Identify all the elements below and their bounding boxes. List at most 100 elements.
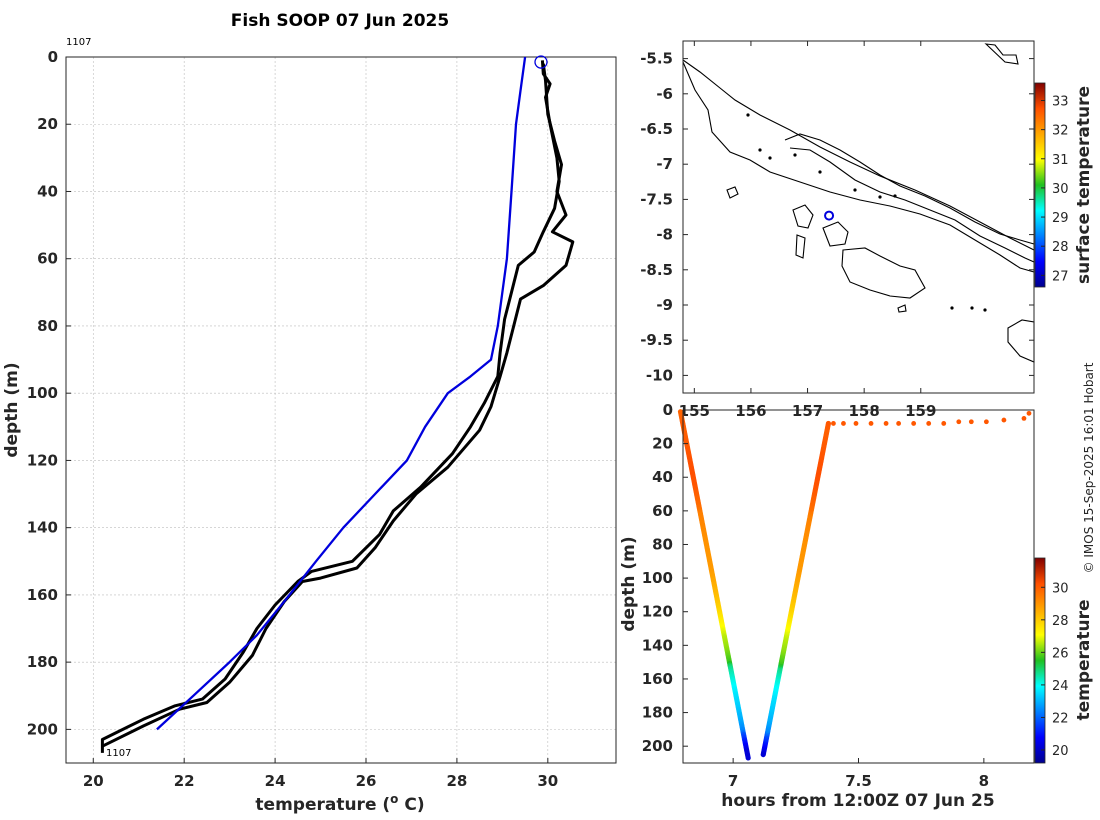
island-kolombangara: [792, 204, 814, 229]
scatter-y-tick-label: 60: [652, 502, 673, 520]
scatter-y-tick-label: 200: [642, 737, 673, 755]
islet: [818, 170, 822, 174]
profile-plot-frame: [65, 56, 617, 764]
map-plot-frame: [682, 40, 1035, 394]
map-y-tick-label: -9.5: [640, 331, 673, 349]
map-coastline: [682, 43, 1035, 363]
island-isabel-south: [841, 247, 926, 299]
profile-y-tick-label: 120: [27, 451, 58, 469]
surface-point: [853, 421, 859, 426]
map-x-tick-label: 157: [792, 402, 823, 420]
island-northeast: [984, 43, 1019, 65]
islet: [793, 153, 797, 157]
map-colorbar-ticks: 27 28 29 30 31 32 33: [1041, 94, 1069, 284]
map-y-tick-label: -8.5: [640, 261, 673, 279]
surface-point: [1001, 417, 1007, 423]
island-choiseul-outer: [784, 133, 1035, 245]
map-y-tick-label: -6.5: [640, 120, 673, 138]
islet: [950, 306, 954, 310]
map-ship-position-marker: [824, 210, 835, 221]
map-colorbar-tick-label: 33: [1052, 94, 1069, 109]
scatter-y-tick-label: 80: [652, 535, 673, 553]
scatter-colorbar-tick-label: 26: [1052, 646, 1069, 661]
islet: [746, 113, 750, 117]
scatter-y-tick-label: 40: [652, 468, 673, 486]
coast-north-outer: [682, 59, 1035, 251]
map-colorbar-label: surface temperature: [1074, 86, 1094, 284]
map-y-tick-label: -5.5: [640, 50, 673, 68]
map-x-tick-label: 155: [679, 402, 710, 420]
profile-x-tick-label: 20: [83, 772, 104, 790]
profile-chart-title: Fish SOOP 07 Jun 2025: [231, 11, 449, 31]
profile-x-axis-label: temperature (o C): [255, 792, 424, 815]
profile-line-climatology: [156, 56, 527, 731]
coast-north-inner: [682, 61, 1035, 273]
scatter-x-tick-label: 8: [979, 772, 989, 790]
surface-point: [826, 421, 831, 426]
profile-y-tick-label: 60: [37, 250, 58, 268]
scatter-x-ticks: 7 7.5 8: [728, 758, 989, 790]
xlabel-main: temperature (: [255, 795, 390, 815]
islet: [970, 306, 974, 310]
scatter-colorbar-tick-label: 20: [1052, 744, 1069, 759]
scatter-plot-frame: [682, 409, 1035, 764]
profile-annotation-bottom: 1107: [106, 748, 131, 759]
surface-point: [941, 421, 947, 426]
profile-line-down: [100, 60, 561, 753]
surface-point: [911, 421, 917, 426]
scatter-y-tick-label: 20: [652, 435, 673, 453]
islet: [983, 308, 987, 312]
scatter-y-tick-label: 180: [642, 704, 673, 722]
scatter-y-tick-label: 160: [642, 670, 673, 688]
profile-y-tick-label: 20: [37, 115, 58, 133]
profile-x-tick-label: 26: [356, 772, 377, 790]
scatter-colorbar: [1034, 557, 1046, 764]
island-choiseul-inner: [789, 147, 1035, 263]
surface-point: [831, 421, 836, 426]
profile-y-tick-label: 140: [27, 519, 58, 537]
scatter-colorbar-tick-label: 30: [1052, 581, 1069, 596]
surface-point: [926, 421, 932, 426]
profile-y-tick-label: 0: [48, 48, 58, 66]
map-y-tick-label: -9: [656, 296, 673, 314]
map-colorbar-tick-label: 31: [1052, 153, 1069, 168]
surface-point: [956, 419, 962, 425]
islet: [878, 195, 882, 199]
profile-y-ticks: 0 20 40 60 80 100 120 140 160 180 200: [27, 48, 71, 738]
map-y-tick-label: -7.5: [640, 190, 673, 208]
map-x-tick-label: 159: [905, 402, 936, 420]
scatter-y-tick-label: 140: [642, 636, 673, 654]
scatter-points: [677, 409, 1032, 761]
map-islets: [746, 113, 987, 312]
profile-x-tick-label: 30: [537, 772, 558, 790]
islet: [853, 188, 857, 192]
map-colorbar-tick-label: 32: [1052, 124, 1069, 139]
scatter-colorbar-ticks: 20 22 24 26 28 30: [1041, 581, 1069, 759]
scatter-x-tick-label: 7.5: [845, 772, 872, 790]
map-colorbar-tick-label: 30: [1052, 182, 1069, 197]
map-y-tick-label: -7: [656, 155, 673, 173]
profile-y-tick-label: 80: [37, 317, 58, 335]
scatter-x-tick-label: 7: [728, 772, 738, 790]
island-small-west: [726, 186, 739, 199]
descent-point: [745, 755, 751, 761]
profile-y-tick-label: 160: [27, 586, 58, 604]
profile-x-tick-label: 24: [265, 772, 286, 790]
xlabel-superscript: o: [390, 792, 398, 806]
imos-credit: © IMOS 15-Sep-2025 16:01 Hobart: [1082, 362, 1096, 573]
profile-y-tick-label: 40: [37, 182, 58, 200]
profile-x-tick-label: 22: [174, 772, 195, 790]
scatter-colorbar-tick-label: 22: [1052, 711, 1069, 726]
surface-point: [1021, 416, 1027, 421]
island-newgeorgia: [795, 234, 806, 259]
surface-point: [896, 421, 902, 426]
map-y-tick-label: -6: [656, 85, 673, 103]
map-x-ticks: 155 156 157 158 159: [679, 41, 936, 420]
map-colorbar-tick-label: 29: [1052, 211, 1069, 226]
islet: [893, 194, 897, 198]
scatter-y-axis-label: depth (m): [619, 536, 639, 631]
profile-y-axis-label: depth (m): [2, 362, 22, 457]
surface-point: [1026, 410, 1032, 416]
profile-series: [100, 56, 575, 753]
